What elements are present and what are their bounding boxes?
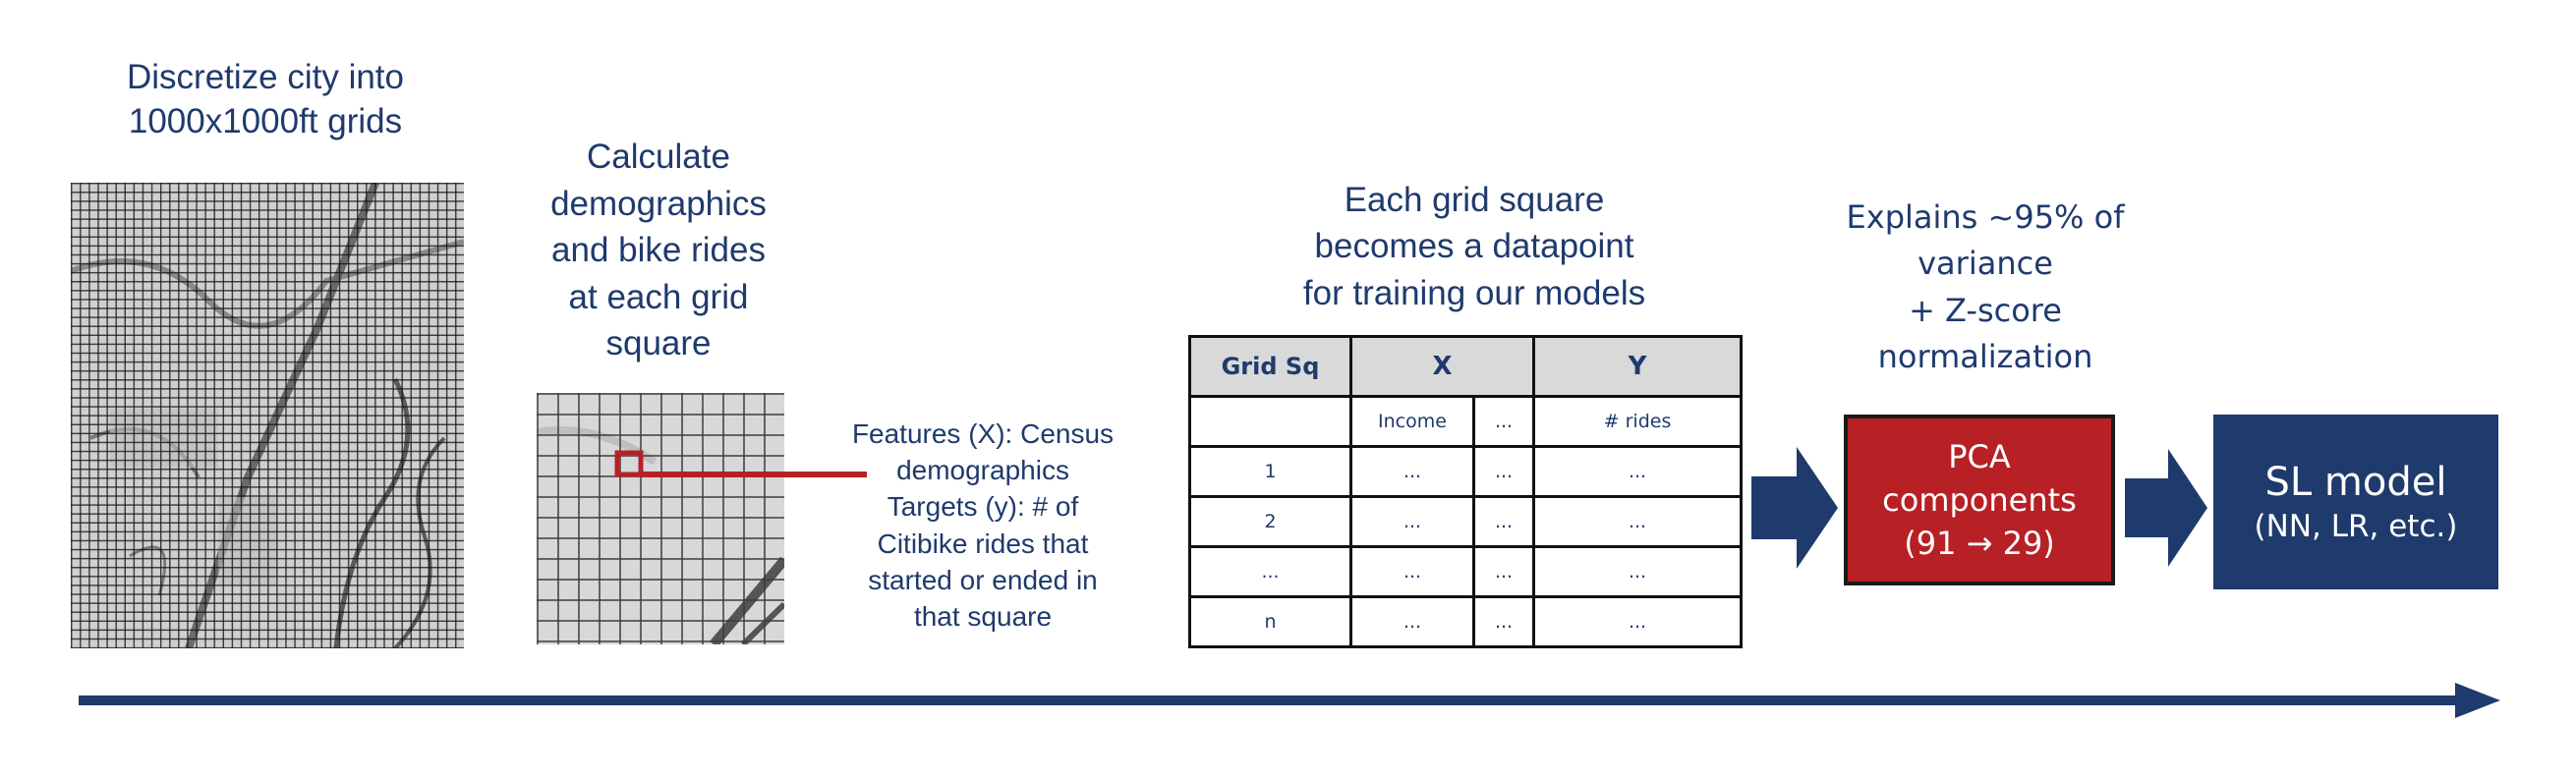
discretize-caption: Discretize city into 1000x1000ft grids xyxy=(59,55,472,143)
table-cell: ... xyxy=(1349,445,1475,498)
note-line: started or ended in xyxy=(868,564,1098,595)
note-line: + Z-score xyxy=(1909,291,2062,329)
caption-line: square xyxy=(605,324,712,363)
table-row: 1 ... ... ... xyxy=(1188,445,1744,498)
table-header-row: Grid Sq X Y xyxy=(1188,335,1744,398)
table-row: 2 ... ... ... xyxy=(1188,495,1744,548)
highlight-square xyxy=(614,450,644,477)
note-line: demographics xyxy=(896,455,1069,486)
pca-line: (91 → 29) xyxy=(1904,525,2055,563)
caption-line: demographics xyxy=(550,184,767,223)
pca-box: PCA components (91 → 29) xyxy=(1844,415,2115,585)
table-subheader-row: Income ... # rides xyxy=(1188,395,1744,448)
header-x: X xyxy=(1348,335,1536,398)
caption-line: 1000x1000ft grids xyxy=(128,102,403,141)
subheader-cell xyxy=(1188,395,1352,448)
pca-line: PCA xyxy=(1948,437,2011,475)
table-cell: ... xyxy=(1532,545,1744,598)
sl-model-subtitle: (NN, LR, etc.) xyxy=(2254,508,2458,544)
table-row: ... ... ... ... xyxy=(1188,545,1744,598)
subheader-ellipsis: ... xyxy=(1471,395,1536,448)
table-cell: ... xyxy=(1532,445,1744,498)
table-cell: 2 xyxy=(1188,495,1352,548)
note-line: Features (X): Census xyxy=(851,418,1115,449)
city-grid-map xyxy=(71,183,464,648)
note-line: Targets (y): # of xyxy=(887,491,1079,523)
calculate-caption: Calculate demographics and bike rides at… xyxy=(482,134,835,367)
zoomed-grid-map xyxy=(537,393,784,644)
caption-line: at each grid xyxy=(568,277,749,316)
header-y: Y xyxy=(1532,335,1744,398)
note-line: normalization xyxy=(1877,338,2093,376)
table-cell: ... xyxy=(1349,545,1475,598)
note-line: variance xyxy=(1918,245,2053,283)
table-cell: 1 xyxy=(1188,445,1352,498)
note-line: Explains ~95% of xyxy=(1846,198,2125,236)
variance-note: Explains ~95% of variance + Z-score norm… xyxy=(1823,194,2147,380)
features-note: Features (X): Census demographics Target… xyxy=(830,416,1135,635)
caption-line: and bike rides xyxy=(551,231,766,270)
table-cell: ... xyxy=(1188,545,1352,598)
header-grid-sq: Grid Sq xyxy=(1188,335,1352,398)
note-line: Citibike rides that xyxy=(877,528,1089,559)
table-cell: ... xyxy=(1532,595,1744,648)
caption-line: becomes a datapoint xyxy=(1314,227,1634,266)
timeline-arrow xyxy=(79,683,2500,718)
table-cell: ... xyxy=(1349,495,1475,548)
table-cell: ... xyxy=(1471,445,1536,498)
table-cell: ... xyxy=(1471,595,1536,648)
table-cell: ... xyxy=(1471,545,1536,598)
flow-arrow xyxy=(1751,447,1838,569)
datapoint-table: Grid Sq X Y Income ... # rides 1 ... ...… xyxy=(1188,335,1744,648)
sl-model-title: SL model xyxy=(2264,459,2447,505)
subheader-income: Income xyxy=(1349,395,1475,448)
datapoint-caption: Each grid square becomes a datapoint for… xyxy=(1238,177,1710,316)
table-row: n ... ... ... xyxy=(1188,595,1744,648)
table-cell: ... xyxy=(1471,495,1536,548)
caption-line: Calculate xyxy=(587,138,730,176)
table-cell: n xyxy=(1188,595,1352,648)
flow-arrow xyxy=(2125,449,2207,567)
sl-model-box: SL model (NN, LR, etc.) xyxy=(2213,415,2498,589)
caption-line: for training our models xyxy=(1302,273,1646,312)
subheader-rides: # rides xyxy=(1532,395,1744,448)
table-cell: ... xyxy=(1532,495,1744,548)
caption-line: Discretize city into xyxy=(126,58,405,96)
note-line: that square xyxy=(913,601,1053,633)
table-cell: ... xyxy=(1349,595,1475,648)
highlight-connector xyxy=(614,450,867,477)
caption-line: Each grid square xyxy=(1344,181,1605,219)
pca-line: components xyxy=(1882,480,2077,519)
